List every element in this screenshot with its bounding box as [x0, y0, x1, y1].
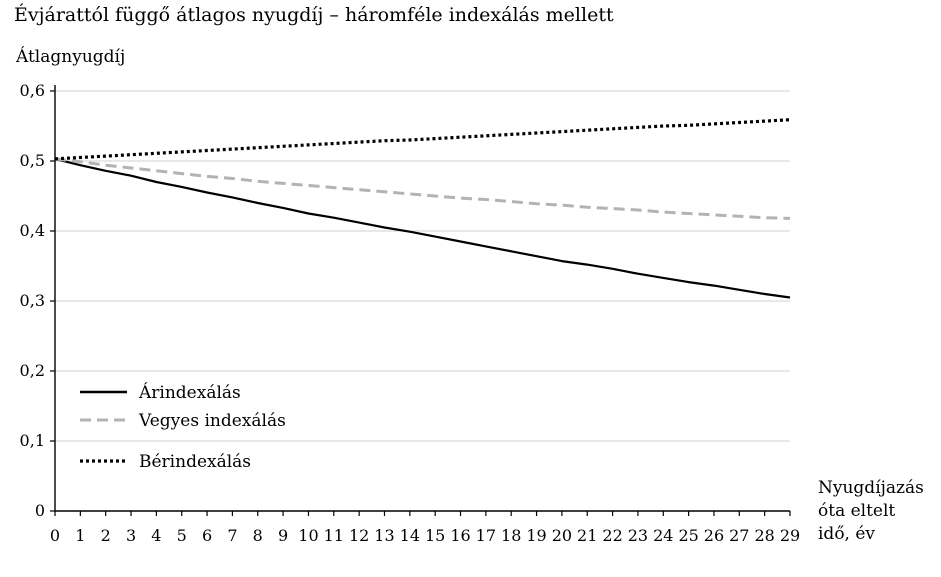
x-tick-label: 8 [253, 526, 263, 545]
x-tick-label: 9 [278, 526, 288, 545]
legend-item-arindexalas: Árindexálás [80, 382, 241, 403]
x-tick-label: 1 [75, 526, 85, 545]
x-axis-title-line-1: Nyugdíjazás [818, 478, 924, 498]
series-line-0 [54, 157, 791, 299]
x-tick-label: 17 [476, 526, 496, 545]
y-tick-label: 0 [35, 501, 45, 520]
y-tick-labels: 0 0,1 0,2 0,3 0,4 0,5 0,6 [20, 81, 55, 520]
x-tick-label: 7 [227, 526, 237, 545]
legend-item-vegyes-indexalas: Vegyes indexálás [80, 411, 286, 431]
x-tick-labels: 0 1 2 3 4 5 6 7 8 9 10 11 12 13 14 15 16 17 18 19 20 21 22 23 24… [50, 511, 800, 545]
x-tick-label: 16 [450, 526, 470, 545]
x-tick-label: 0 [50, 526, 60, 545]
x-tick-label: 4 [151, 526, 161, 545]
x-tick-label: 21 [577, 526, 597, 545]
x-tick-label: 26 [704, 526, 724, 545]
x-axis-title-line-3: idő, év [818, 524, 875, 544]
series-line-2 [54, 118, 791, 161]
legend-label: Vegyes indexálás [138, 411, 286, 431]
x-tick-label: 2 [101, 526, 111, 545]
y-tick-label: 0,2 [20, 361, 45, 380]
x-tick-label: 23 [628, 526, 648, 545]
y-tick-label: 0,5 [20, 151, 45, 170]
x-tick-label: 5 [177, 526, 187, 545]
x-tick-label: 6 [202, 526, 212, 545]
legend-item-berindexalas: Bérindexálás [80, 452, 251, 472]
x-tick-label: 18 [501, 526, 521, 545]
x-axis-title: Nyugdíjazás óta eltelt idő, év [818, 478, 929, 544]
x-tick-label: 29 [780, 526, 800, 545]
grid-lines [55, 90, 790, 442]
x-tick-label: 25 [678, 526, 698, 545]
series-line-1 [54, 157, 791, 220]
x-tick-label: 28 [754, 526, 774, 545]
legend: Árindexálás Vegyes indexálás Bérindexálá… [80, 382, 286, 472]
x-tick-label: 19 [526, 526, 546, 545]
x-tick-label: 11 [324, 526, 344, 545]
y-axis-title: Átlagnyugdíj [15, 46, 125, 67]
legend-label: Bérindexálás [139, 452, 251, 472]
y-tick-label: 0,3 [20, 291, 45, 310]
x-tick-label: 22 [602, 526, 622, 545]
x-tick-label: 14 [400, 526, 420, 545]
x-tick-label: 20 [552, 526, 572, 545]
y-tick-label: 0,4 [20, 221, 45, 240]
y-tick-label: 0,6 [20, 81, 45, 100]
y-tick-label: 0,1 [20, 431, 45, 450]
x-tick-label: 3 [126, 526, 136, 545]
x-tick-label: 27 [729, 526, 749, 545]
x-axis-title-line-2: óta eltelt [818, 501, 895, 521]
x-tick-label: 10 [298, 526, 318, 545]
chart-title: Évjárattól függő átlagos nyugdíj – három… [14, 4, 614, 26]
x-tick-label: 12 [349, 526, 369, 545]
x-tick-label: 24 [653, 526, 673, 545]
axes [54, 85, 790, 512]
series-lines [54, 118, 791, 299]
legend-label: Árindexálás [138, 382, 241, 403]
x-tick-label: 13 [374, 526, 394, 545]
x-tick-label: 15 [425, 526, 445, 545]
